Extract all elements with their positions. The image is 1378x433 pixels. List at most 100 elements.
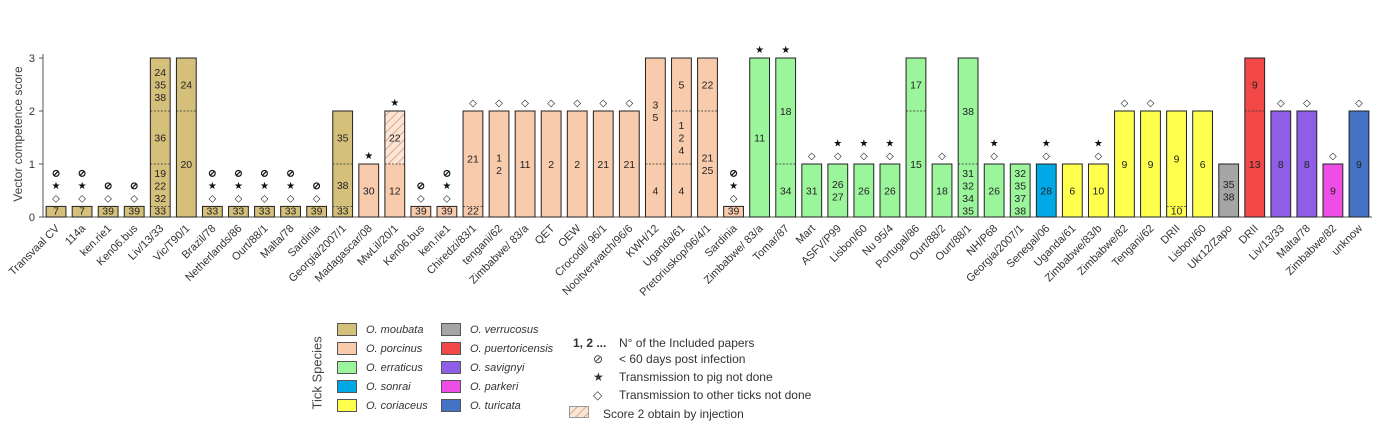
bar-group: 11 ◇ [514, 98, 536, 218]
paper-ref-label: 38 [1223, 192, 1235, 204]
paper-ref-label: 13 [1249, 159, 1261, 171]
bar-group: 12 ◇ [488, 98, 510, 218]
bar-outline [1218, 163, 1240, 218]
bar-segment [853, 164, 874, 217]
species-swatch [337, 323, 357, 336]
bar-outline [1348, 110, 1370, 218]
bar-group: 6 [1061, 163, 1083, 218]
diamond-marker-icon: ◇ [1121, 98, 1129, 109]
diamond-marker-icon: ◇ [834, 151, 842, 162]
bar-segment [150, 111, 171, 164]
paper-ref-label: 38 [154, 92, 166, 104]
paper-ref-label: 22 [389, 132, 401, 144]
diamond-marker-icon: ◇ [860, 151, 868, 162]
paper-ref-label: 5 [679, 79, 685, 91]
bar-group: 26 ◇★ [853, 139, 875, 218]
bar-group: 8◇ [1270, 98, 1292, 218]
lt60-marker-icon: ⊘ [208, 168, 216, 179]
paper-ref-label: 9 [1148, 159, 1154, 171]
bar-segment [671, 58, 692, 111]
bar-segment [906, 58, 926, 111]
bar-outline [775, 57, 797, 218]
species-name: O. verrucosus [470, 323, 539, 336]
bar-segment [72, 206, 92, 217]
paper-ref-label: 27 [832, 192, 844, 204]
bar-segment [332, 111, 353, 164]
bar-outline [931, 163, 953, 218]
bar-outline [462, 110, 484, 218]
hatch-swatch-icon [569, 406, 589, 418]
bar-group: 7 ◇★ ⊘ [71, 168, 93, 218]
bar-segment [150, 164, 171, 207]
star-icon: ★ [593, 370, 604, 384]
bar-segment [98, 206, 119, 217]
paper-ref-label: 33 [285, 206, 297, 218]
paper-ref-label: 7 [79, 206, 85, 218]
bar-segment [1349, 111, 1369, 217]
diamond-marker-icon: ◇ [599, 98, 607, 109]
diamond-marker-icon: ◇ [130, 193, 138, 204]
paper-ref-label: 38 [337, 180, 349, 192]
paper-ref-label: 2 [496, 165, 502, 177]
lt60-marker-icon: ⊘ [312, 181, 320, 192]
paper-ref-label: 34 [962, 193, 974, 205]
bar-segment [775, 164, 796, 217]
bar-outline [801, 163, 823, 218]
bar-outline [123, 205, 145, 218]
bar-outline [384, 110, 406, 218]
bar-group: 22 21 ◇ [462, 98, 484, 218]
bar-segment [801, 164, 822, 217]
paper-ref-label: 11 [520, 159, 531, 171]
legend-pig-note: ★ Transmission to pig not done [573, 370, 773, 384]
legend-title-box: Tick Species [305, 318, 325, 428]
paper-ref-label: 39 [102, 206, 114, 218]
bar-outline [905, 57, 927, 218]
star-marker-icon: ★ [260, 181, 269, 192]
bar-segment [384, 111, 405, 164]
star-marker-icon: ★ [781, 45, 790, 56]
species-swatch [441, 399, 461, 412]
bar-segment [176, 111, 197, 217]
legend-injection-note: Score 2 obtain by injection [569, 406, 744, 421]
bar-segment [723, 206, 744, 217]
bar-group: 10 ◇★ [1087, 139, 1109, 218]
bar-group: 39 ◇★ ⊘ [723, 168, 744, 218]
species-swatch [337, 399, 357, 412]
bar-outline [957, 57, 979, 218]
bar-segment [749, 58, 770, 217]
bar-segment [645, 58, 666, 164]
paper-ref-label: 18 [936, 185, 948, 197]
diamond-marker-icon: ◇ [886, 151, 894, 162]
paper-ref-label: 1 [496, 153, 502, 165]
paper-ref-label: 39 [415, 206, 427, 218]
diamond-marker-icon: ◇ [469, 98, 477, 109]
species-name: O. coriaceus [366, 399, 428, 412]
bar-group: 33 ◇★ ⊘ [201, 168, 223, 218]
bar-group: 26 ◇★ [879, 139, 901, 218]
paper-ref-label: 31 [962, 168, 974, 180]
species-swatch [441, 323, 461, 336]
bar-outline [1166, 110, 1187, 218]
bar-segment [46, 206, 66, 217]
star-marker-icon: ★ [208, 181, 217, 192]
paper-ref-label: 22 [467, 206, 479, 218]
lt60-marker-icon: ⊘ [104, 181, 112, 192]
species-swatch [337, 361, 357, 374]
legend-title: Tick Species [309, 336, 325, 410]
star-marker-icon: ★ [990, 139, 999, 150]
species-swatch [441, 380, 461, 393]
diamond-marker-icon: ◇ [78, 193, 86, 204]
star-marker-icon: ★ [755, 45, 764, 56]
paper-ref-label: 26 [884, 185, 896, 197]
species-name: O. porcinus [366, 342, 423, 355]
bar-segment [958, 58, 978, 164]
bar-segment [1270, 111, 1291, 217]
bar-segment [619, 111, 640, 217]
diamond-marker-icon: ◇ [209, 193, 217, 204]
y-tick-label: 2 [29, 106, 35, 118]
legend-species-item: O. savignyi [441, 361, 524, 374]
bar-segment [697, 58, 718, 111]
